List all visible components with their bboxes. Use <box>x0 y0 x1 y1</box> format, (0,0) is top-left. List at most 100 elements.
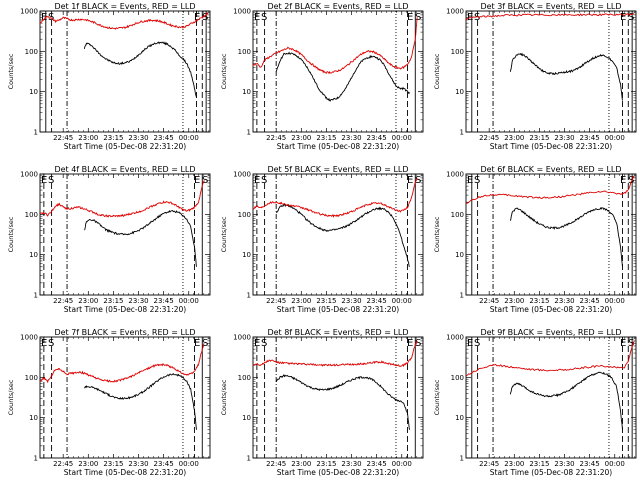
y-tick-label: 10 <box>455 414 464 422</box>
x-axis-label: Start Time (05-Dec-08 22:31:20) <box>277 142 399 151</box>
y-axis-label: Counts/sec <box>220 379 228 415</box>
panel-1: Det 1f BLACK = Events, RED = LLD Counts/s… <box>7 2 211 151</box>
x-tick-label: 22:45 <box>479 460 499 468</box>
y-tick-label: 10 <box>455 88 464 96</box>
x-axis-label: Start Time (05-Dec-08 22:31:20) <box>277 468 399 477</box>
y-tick-label: 1000 <box>233 334 251 342</box>
marker-label-e: E <box>254 12 260 23</box>
x-axis-label: Start Time (05-Dec-08 22:31:20) <box>64 142 186 151</box>
y-tick-label: 1 <box>460 455 464 463</box>
x-tick-label: 22:45 <box>266 460 286 468</box>
marker-label-s: S <box>628 338 634 349</box>
x-tick-label: 23:15 <box>529 460 549 468</box>
x-tick-label: 23:15 <box>316 297 336 305</box>
events-series-line <box>509 52 623 101</box>
marker-label-e: E <box>407 338 413 349</box>
y-tick-label: 1 <box>34 292 38 300</box>
x-tick-label: 23:00 <box>291 134 311 142</box>
marker-label-s: S <box>415 338 421 349</box>
marker-label-s: S <box>415 12 421 23</box>
x-tick-label: 00:00 <box>392 297 412 305</box>
x-tick-label: 23:45 <box>367 297 387 305</box>
x-axis-label: Start Time (05-Dec-08 22:31:20) <box>277 305 399 314</box>
panel-6: Det 6f BLACK = Events, RED = LLD Counts/s… <box>433 165 637 314</box>
x-tick-label: 00:00 <box>605 297 625 305</box>
x-tick-label: 22:45 <box>266 297 286 305</box>
x-tick-label: 23:15 <box>103 460 123 468</box>
marker-label-s: S <box>474 175 480 186</box>
marker-label-e: E <box>620 338 626 349</box>
x-tick-label: 23:30 <box>128 134 148 142</box>
y-axis-label: Counts/sec <box>220 216 228 252</box>
y-tick-label: 100 <box>238 48 251 56</box>
x-tick-label: 23:00 <box>504 134 524 142</box>
x-tick-label: 00:00 <box>179 297 199 305</box>
x-tick-label: 23:45 <box>154 460 174 468</box>
x-tick-label: 23:15 <box>529 134 549 142</box>
marker-label-s: S <box>474 338 480 349</box>
panel-2: Det 2f BLACK = Events, RED = LLD Counts/s… <box>220 2 424 151</box>
panel-4: Det 4f BLACK = Events, RED = LLD Counts/s… <box>7 165 211 314</box>
plot-frame <box>39 336 211 459</box>
lld-series-line <box>252 177 418 218</box>
y-tick-label: 1000 <box>446 8 464 16</box>
events-series-line <box>276 203 410 268</box>
panel-title: Det 3f BLACK = Events, RED = LLD <box>480 2 621 11</box>
x-tick-label: 22:45 <box>266 134 286 142</box>
x-tick-label: 23:00 <box>78 460 98 468</box>
y-tick-label: 1000 <box>233 171 251 179</box>
x-tick-label: 23:30 <box>341 134 361 142</box>
plot-frame <box>465 173 637 296</box>
events-series-line <box>84 372 197 430</box>
y-tick-label: 1 <box>34 455 38 463</box>
plot-frame <box>465 10 637 133</box>
marker-label-e: E <box>41 338 47 349</box>
x-tick-label: 23:30 <box>554 297 574 305</box>
marker-label-e: E <box>254 175 260 186</box>
x-tick-label: 23:15 <box>316 460 336 468</box>
x-tick-label: 23:30 <box>341 297 361 305</box>
marker-label-s: S <box>628 175 634 186</box>
x-tick-label: 22:45 <box>479 134 499 142</box>
marker-label-e: E <box>194 338 200 349</box>
x-tick-label: 00:00 <box>605 460 625 468</box>
marker-label-s: S <box>415 175 421 186</box>
x-tick-label: 23:30 <box>341 460 361 468</box>
y-axis-label: Counts/sec <box>7 216 15 252</box>
y-tick-label: 10 <box>242 414 251 422</box>
x-tick-label: 00:00 <box>179 134 199 142</box>
y-axis-label: Counts/sec <box>220 53 228 89</box>
y-tick-label: 100 <box>451 374 464 382</box>
marker-label-e: E <box>194 175 200 186</box>
y-axis-label: Counts/sec <box>433 216 441 252</box>
y-tick-label: 10 <box>242 88 251 96</box>
marker-label-e: E <box>41 175 47 186</box>
marker-label-s: S <box>48 175 54 186</box>
events-series-line <box>509 371 623 430</box>
lld-series-line <box>39 12 209 30</box>
x-tick-label: 23:45 <box>154 297 174 305</box>
x-tick-label: 23:15 <box>316 134 336 142</box>
y-tick-label: 10 <box>29 251 38 259</box>
panel-title: Det 7f BLACK = Events, RED = LLD <box>54 328 195 337</box>
events-series-line <box>84 210 197 267</box>
events-series-line <box>83 41 197 98</box>
marker-label-s: S <box>474 12 480 23</box>
events-series-line <box>275 51 410 102</box>
x-tick-label: 23:45 <box>367 460 387 468</box>
y-tick-label: 1 <box>247 129 251 137</box>
x-tick-label: 22:45 <box>479 297 499 305</box>
marker-label-e: E <box>407 12 413 23</box>
x-tick-label: 23:45 <box>580 297 600 305</box>
y-tick-label: 1 <box>247 292 251 300</box>
y-tick-label: 100 <box>25 374 38 382</box>
x-tick-label: 23:00 <box>78 297 98 305</box>
x-tick-label: 23:30 <box>128 460 148 468</box>
marker-label-s: S <box>261 12 267 23</box>
y-axis-label: Counts/sec <box>433 379 441 415</box>
y-tick-label: 1000 <box>446 171 464 179</box>
marker-label-s: S <box>202 12 208 23</box>
y-tick-label: 100 <box>25 48 38 56</box>
marker-label-s: S <box>261 338 267 349</box>
panel-title: Det 8f BLACK = Events, RED = LLD <box>267 328 408 337</box>
